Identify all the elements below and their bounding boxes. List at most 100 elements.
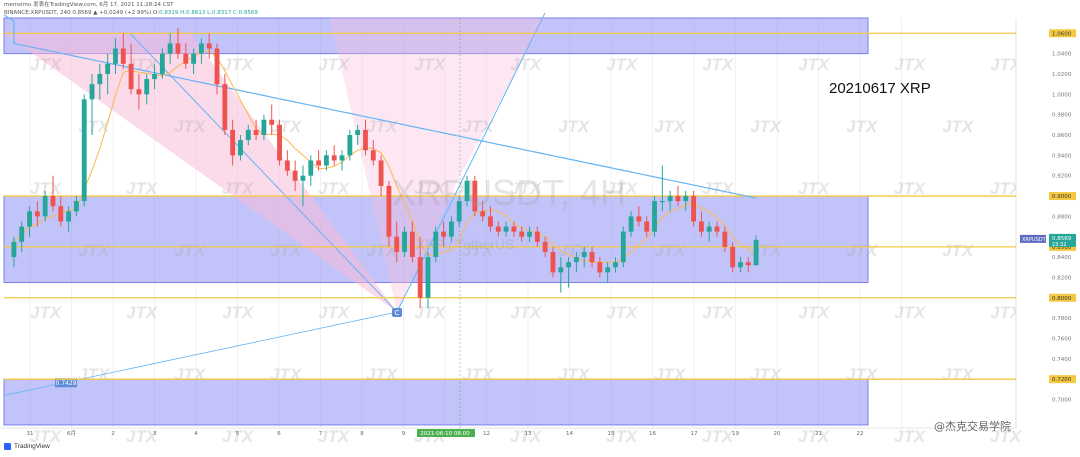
candle-body: [331, 155, 337, 161]
candle-body: [27, 211, 32, 227]
candle-body: [97, 73, 103, 85]
candle-body: [503, 226, 509, 232]
candle-body: [292, 170, 298, 181]
price-tick-label: 0.7000: [1052, 398, 1072, 404]
candle-body: [261, 119, 267, 135]
price-tick-label: 0.9200: [1052, 174, 1072, 180]
candle-body: [386, 185, 392, 237]
candle-body: [183, 53, 189, 64]
tradingview-footer[interactable]: TradingView: [4, 443, 50, 450]
crosshair-time-label: 2021-06-10 08:00: [420, 431, 470, 437]
watermark-tile: JTX: [510, 303, 543, 322]
candle-body: [417, 257, 423, 298]
price-tick-label: 0.9400: [1052, 153, 1072, 159]
candle-body: [198, 43, 204, 54]
candle-body: [19, 226, 25, 242]
bar-countdown-label: 23:32: [1052, 242, 1066, 248]
price-tick-label: 0.9800: [1052, 113, 1072, 119]
candle-body: [706, 226, 712, 232]
candle-body: [11, 241, 17, 258]
watermark-tile: JTX: [990, 303, 1023, 322]
time-tick-label: 21: [815, 431, 822, 437]
line-value-badge: [55, 378, 77, 388]
time-tick-label: 7: [319, 431, 323, 437]
time-tick-label: 6: [277, 431, 281, 437]
symbol-description-watermark: XRP / TetherUS: [416, 236, 515, 252]
candle-body: [277, 124, 282, 161]
candle-body: [573, 257, 579, 263]
levels-layer: [4, 32, 1016, 380]
candle-body: [113, 48, 118, 64]
pattern-leg-ab: [129, 32, 398, 313]
candles-layer: [11, 28, 759, 308]
candle-body: [620, 231, 626, 263]
candle-body: [34, 211, 40, 217]
pattern-point-c-badge: [392, 308, 402, 318]
watermark-tile: JTX: [894, 179, 927, 198]
candle-body: [253, 129, 259, 135]
watermark-tile: JTX: [222, 179, 255, 198]
candle-body: [558, 267, 564, 273]
watermark-tile: JTX: [222, 427, 255, 446]
time-tick-label: 17: [691, 431, 698, 437]
watermark-tile: JTX: [606, 303, 639, 322]
candle-body: [464, 180, 470, 202]
watermark-tile: JTX: [702, 303, 735, 322]
watermark-tile: JTX: [318, 179, 351, 198]
watermark-tile: JTX: [654, 117, 687, 136]
time-tick-label: 12: [483, 431, 490, 437]
ma-slow-line: [3, 14, 757, 199]
price-level-label: 0.8000: [1052, 296, 1072, 302]
watermark-tile: JTX: [942, 365, 975, 384]
price-tick-label: 0.8200: [1052, 275, 1072, 281]
candle-body: [66, 211, 72, 222]
candle-body: [667, 196, 673, 202]
candle-body: [542, 241, 548, 252]
watermark-tile: JTX: [414, 55, 447, 74]
watermark-tile: JTX: [894, 55, 927, 74]
chart-annotation: 20210617 XRP: [829, 80, 931, 97]
watermark-tile: JTX: [30, 303, 63, 322]
watermark-tile: JTX: [270, 241, 303, 260]
price-axis[interactable]: 1.0400 1.0200 1.0000 0.9800 0.9600 0.9400 0.92…: [1015, 0, 1080, 430]
watermark-tile: JTX: [702, 427, 735, 446]
candle-body: [191, 53, 197, 64]
candle-body: [136, 89, 142, 95]
price-level-badge: [1049, 192, 1076, 201]
time-tick-label: 9: [402, 431, 406, 437]
time-tick-label: 8: [360, 431, 364, 437]
candle-body: [628, 216, 634, 232]
watermark-tile: JTX: [78, 241, 111, 260]
candle-body: [644, 221, 650, 232]
watermark-tile: JTX: [30, 55, 63, 74]
time-axis[interactable]: 31 6月 2 3 4 5 6 7 8 9 2021-06-10 08:00 12 13 14 15 16 17…: [0, 427, 1016, 437]
watermark-tile: JTX: [894, 427, 927, 446]
price-axis-bg: [1016, 0, 1080, 430]
candle-body: [581, 251, 587, 258]
candle-body: [347, 134, 353, 156]
price-tick-label: 1.0000: [1052, 92, 1072, 98]
candle-body: [370, 150, 376, 161]
watermark-tile: JTX: [846, 365, 879, 384]
watermark-tile: JTX: [222, 303, 255, 322]
price-tick-label: 1.0200: [1052, 72, 1072, 78]
candle-body: [73, 201, 79, 212]
watermark-tile: JTX: [798, 179, 831, 198]
candle-body: [105, 63, 111, 74]
candle-body: [675, 196, 681, 202]
watermark-tile: JTX: [750, 117, 783, 136]
candle-body: [511, 226, 517, 232]
watermark-tile: JTX: [606, 55, 639, 74]
watermark-tile: JTX: [990, 179, 1023, 198]
watermark-tile: JTX: [990, 55, 1023, 74]
candle-body: [597, 262, 603, 273]
watermark-tile: JTX: [270, 117, 303, 136]
time-tick-label: 3: [153, 431, 157, 437]
candle-body: [456, 201, 462, 222]
candle-body: [566, 262, 572, 268]
candle-body: [394, 236, 400, 252]
pattern-layer: C 0.7429: [3, 12, 546, 428]
price-tick-label: 0.7800: [1052, 316, 1072, 322]
ohlc-values: 0.8319 H:0.8613 L:0.8317 C:0.8569: [159, 10, 258, 16]
